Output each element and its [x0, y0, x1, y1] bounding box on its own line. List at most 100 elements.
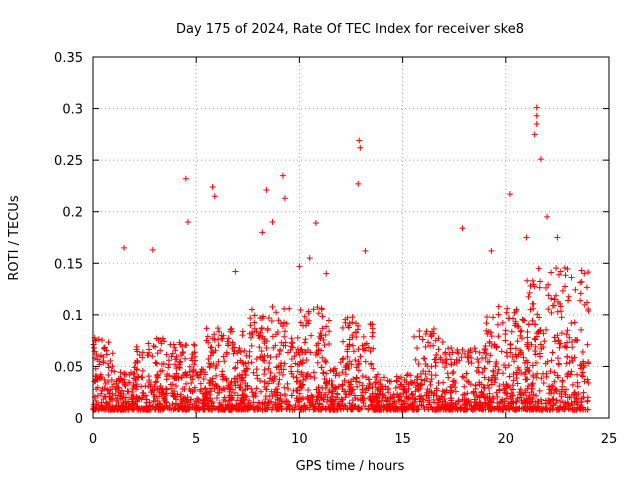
- roti-point: [171, 405, 178, 412]
- roti-point: [98, 399, 105, 406]
- roti-point: [94, 392, 101, 399]
- roti-point: [433, 392, 440, 399]
- roti-point: [420, 355, 427, 362]
- roti-point: [502, 331, 509, 338]
- roti-point: [312, 220, 319, 227]
- roti-point: [114, 395, 121, 402]
- roti-point: [517, 351, 524, 358]
- roti-point: [166, 372, 173, 379]
- roti-point: [461, 350, 468, 357]
- roti-point: [459, 373, 466, 380]
- roti-point: [551, 378, 558, 385]
- roti-point: [392, 385, 399, 392]
- roti-point: [314, 304, 321, 311]
- roti-point: [549, 349, 556, 356]
- roti-point: [585, 306, 592, 313]
- roti-point: [184, 405, 191, 412]
- roti-point: [300, 395, 307, 402]
- roti-point: [271, 373, 278, 380]
- roti-point: [109, 363, 116, 370]
- roti-point: [260, 313, 267, 320]
- roti-point: [385, 385, 392, 392]
- roti-point: [234, 350, 241, 357]
- roti-point: [143, 405, 150, 412]
- roti-point: [95, 401, 102, 408]
- roti-point: [545, 292, 552, 299]
- roti-point: [513, 369, 520, 376]
- roti-point: [382, 394, 389, 401]
- roti-point: [419, 336, 426, 343]
- roti-point: [357, 353, 364, 360]
- roti-point: [307, 397, 314, 404]
- roti-point: [519, 316, 526, 323]
- roti-point: [524, 376, 531, 383]
- roti-point: [207, 388, 214, 395]
- roti-point: [119, 379, 126, 386]
- roti-point: [535, 265, 542, 272]
- roti-point: [379, 386, 386, 393]
- roti-point: [362, 247, 369, 254]
- roti-point: [563, 360, 570, 367]
- roti-point: [446, 402, 453, 409]
- roti-point: [554, 332, 561, 339]
- roti-point: [261, 357, 268, 364]
- roti-point: [261, 400, 268, 407]
- roti-point: [486, 340, 493, 347]
- roti-point: [342, 316, 349, 323]
- roti-point: [279, 172, 286, 179]
- roti-point: [440, 379, 447, 386]
- roti-point: [310, 306, 317, 313]
- roti-point: [531, 131, 538, 138]
- roti-point: [92, 397, 99, 404]
- roti-point: [568, 368, 575, 375]
- roti-point: [113, 386, 120, 393]
- roti-point: [352, 356, 359, 363]
- roti-point: [443, 360, 450, 367]
- roti-point: [213, 394, 220, 401]
- roti-point: [218, 387, 225, 394]
- roti-point: [223, 377, 230, 384]
- roti-point: [578, 326, 585, 333]
- roti-point: [246, 348, 253, 355]
- roti-point: [344, 353, 351, 360]
- roti-point: [189, 388, 196, 395]
- roti-point: [239, 376, 246, 383]
- roti-point: [276, 351, 283, 358]
- roti-point: [200, 376, 207, 383]
- roti-point: [574, 337, 581, 344]
- roti-point: [534, 370, 541, 377]
- roti-point: [197, 388, 204, 395]
- roti-point: [186, 401, 193, 408]
- roti-point: [426, 388, 433, 395]
- roti-point: [431, 406, 438, 413]
- roti-point: [422, 331, 429, 338]
- roti-point: [439, 339, 446, 346]
- x-tick-label: 5: [192, 432, 200, 447]
- roti-point: [277, 392, 284, 399]
- roti-point: [573, 395, 580, 402]
- roti-point: [191, 342, 198, 349]
- roti-point: [156, 389, 163, 396]
- roti-point: [518, 335, 525, 342]
- roti-point: [554, 234, 561, 241]
- roti-point: [487, 406, 494, 413]
- roti-point: [545, 306, 552, 313]
- roti-point: [144, 406, 151, 413]
- roti-point: [448, 345, 455, 352]
- roti-point: [355, 180, 362, 187]
- roti-point: [365, 376, 372, 383]
- roti-point: [451, 384, 458, 391]
- roti-point: [285, 385, 292, 392]
- roti-point: [101, 346, 108, 353]
- roti-point: [558, 330, 565, 337]
- roti-point: [190, 367, 197, 374]
- roti-point: [134, 357, 141, 364]
- roti-point: [131, 375, 138, 382]
- roti-point: [133, 386, 140, 393]
- roti-point: [183, 380, 190, 387]
- roti-point: [224, 338, 231, 345]
- roti-point: [268, 388, 275, 395]
- axis-ticks: 0 5 10 15 20 25 0 0.05 0.1 0.15 0.2 0.25 0.3 0.35: [54, 51, 617, 447]
- roti-point: [323, 270, 330, 277]
- roti-point: [204, 402, 211, 409]
